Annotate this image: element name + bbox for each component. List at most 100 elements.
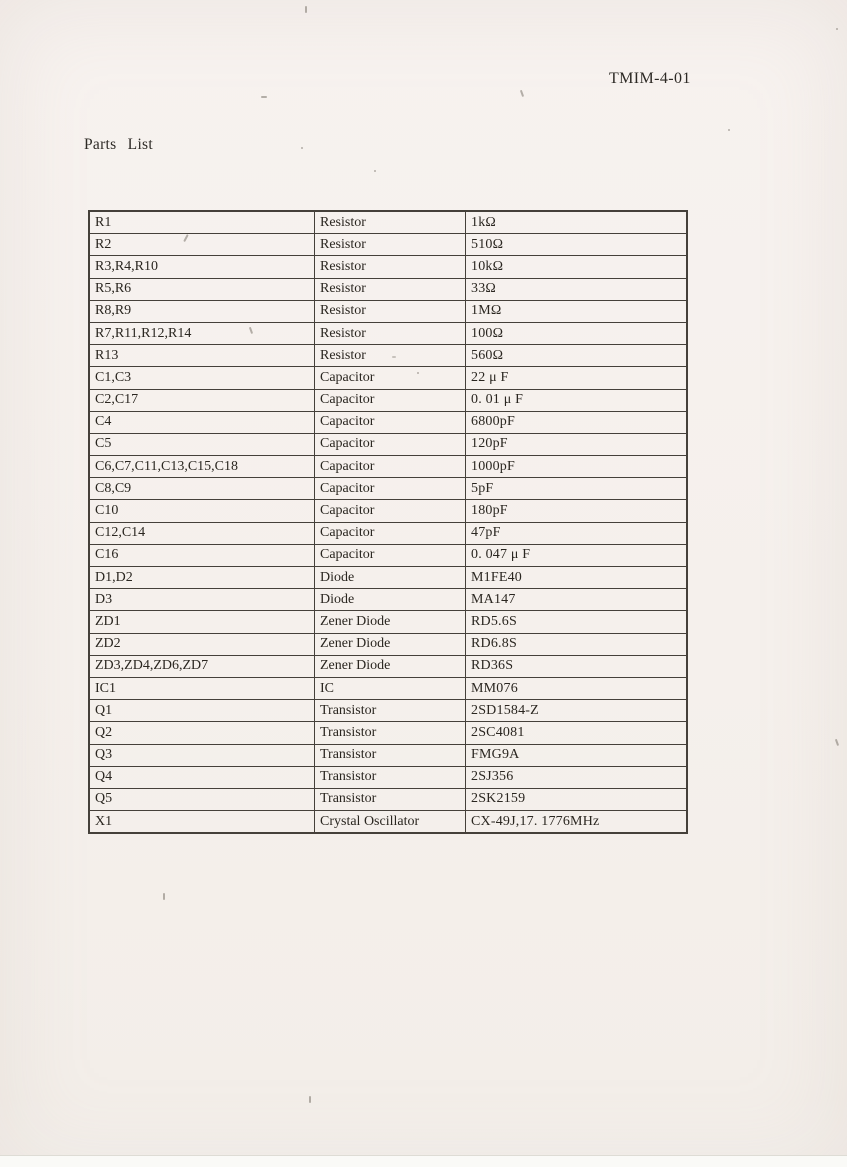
part-ref: R13 xyxy=(88,344,315,368)
part-ref: Q3 xyxy=(88,743,315,767)
part-ref: R1 xyxy=(88,210,315,235)
part-value: RD5.6S xyxy=(465,610,688,634)
part-type: Transistor xyxy=(314,699,466,723)
table-row: R8,R9 Resistor 1MΩ xyxy=(88,299,688,323)
part-type: Capacitor xyxy=(314,410,466,434)
scan-speck xyxy=(261,96,267,98)
part-ref: C6,C7,C11,C13,C15,C18 xyxy=(88,455,315,479)
table-row: R1 Resistor 1kΩ xyxy=(88,210,688,235)
scan-speck xyxy=(392,356,396,358)
part-value: RD36S xyxy=(465,654,688,678)
part-type: Capacitor xyxy=(314,455,466,479)
part-type: Diode xyxy=(314,565,466,590)
part-type: Crystal Oscillator xyxy=(314,810,466,834)
part-value: 47pF xyxy=(465,521,688,545)
part-ref: ZD3,ZD4,ZD6,ZD7 xyxy=(88,654,315,678)
scan-speck xyxy=(163,893,165,900)
part-value: 10kΩ xyxy=(465,255,688,279)
part-type: Transistor xyxy=(314,721,466,745)
table-row: Q1 Transistor 2SD1584-Z xyxy=(88,699,688,723)
part-value: MM076 xyxy=(465,676,688,701)
part-type: Capacitor xyxy=(314,388,466,412)
scan-speck xyxy=(728,129,730,131)
scan-speck xyxy=(836,28,838,30)
parts-list-table: R1 Resistor 1kΩ R2 Resistor 510Ω R3,R4,R… xyxy=(88,210,688,835)
part-type: Capacitor xyxy=(314,521,466,545)
part-ref: C2,C17 xyxy=(88,388,315,412)
part-ref: R8,R9 xyxy=(88,299,315,323)
part-value: 1MΩ xyxy=(465,299,688,323)
part-ref: R2 xyxy=(88,233,315,257)
part-value: 22 μ F xyxy=(465,366,688,390)
part-ref: Q4 xyxy=(88,765,315,789)
table-row: C1,C3 Capacitor 22 μ F xyxy=(88,366,688,390)
part-ref: ZD1 xyxy=(88,610,315,634)
part-ref: C16 xyxy=(88,543,315,568)
table-row: ZD2 Zener Diode RD6.8S xyxy=(88,632,688,656)
part-value: 120pF xyxy=(465,432,688,457)
part-type: Transistor xyxy=(314,787,466,812)
part-value: 6800pF xyxy=(465,410,688,434)
part-type: Resistor xyxy=(314,233,466,257)
table-row: Q2 Transistor 2SC4081 xyxy=(88,721,688,745)
part-type: Resistor xyxy=(314,277,466,301)
part-value: 180pF xyxy=(465,499,688,523)
table-row: R3,R4,R10 Resistor 10kΩ xyxy=(88,255,688,279)
part-ref: C12,C14 xyxy=(88,521,315,545)
part-ref: X1 xyxy=(88,810,315,834)
part-type: Resistor xyxy=(314,344,466,368)
part-type: Capacitor xyxy=(314,432,466,457)
part-ref: D3 xyxy=(88,588,315,612)
part-type: Diode xyxy=(314,588,466,612)
part-ref: R7,R11,R12,R14 xyxy=(88,321,315,346)
table-row: R7,R11,R12,R14 Resistor 100Ω xyxy=(88,321,688,346)
part-ref: Q1 xyxy=(88,699,315,723)
part-value: 510Ω xyxy=(465,233,688,257)
scan-speck xyxy=(305,6,307,13)
table-row: R13 Resistor 560Ω xyxy=(88,344,688,368)
table-row: D1,D2 Diode M1FE40 xyxy=(88,565,688,590)
table-row: D3 Diode MA147 xyxy=(88,588,688,612)
part-value: 2SC4081 xyxy=(465,721,688,745)
part-type: Resistor xyxy=(314,321,466,346)
part-type: Transistor xyxy=(314,743,466,767)
part-value: 2SJ356 xyxy=(465,765,688,789)
table-row: Q4 Transistor 2SJ356 xyxy=(88,765,688,789)
part-ref: R5,R6 xyxy=(88,277,315,301)
part-ref: R3,R4,R10 xyxy=(88,255,315,279)
part-value: 100Ω xyxy=(465,321,688,346)
part-value: 33Ω xyxy=(465,277,688,301)
table-row: Q5 Transistor 2SK2159 xyxy=(88,787,688,812)
part-type: Zener Diode xyxy=(314,610,466,634)
part-ref: IC1 xyxy=(88,676,315,701)
part-value: 560Ω xyxy=(465,344,688,368)
scan-speck xyxy=(834,738,839,747)
table-row: R5,R6 Resistor 33Ω xyxy=(88,277,688,301)
table-row: IC1 IC MM076 xyxy=(88,676,688,701)
part-ref: ZD2 xyxy=(88,632,315,656)
part-type: Resistor xyxy=(314,210,466,235)
part-value: RD6.8S xyxy=(465,632,688,656)
page-title: Parts List xyxy=(84,136,153,153)
table-row: C5 Capacitor 120pF xyxy=(88,432,688,457)
part-ref: C5 xyxy=(88,432,315,457)
part-type: Resistor xyxy=(314,255,466,279)
part-value: 1000pF xyxy=(465,455,688,479)
part-type: Zener Diode xyxy=(314,632,466,656)
part-value: 2SD1584-Z xyxy=(465,699,688,723)
part-value: M1FE40 xyxy=(465,565,688,590)
table-row: C6,C7,C11,C13,C15,C18 Capacitor 1000pF xyxy=(88,455,688,479)
part-value: 5pF xyxy=(465,477,688,501)
table-row: ZD3,ZD4,ZD6,ZD7 Zener Diode RD36S xyxy=(88,654,688,678)
part-value: 2SK2159 xyxy=(465,787,688,812)
part-ref: C8,C9 xyxy=(88,477,315,501)
part-ref: C1,C3 xyxy=(88,366,315,390)
table-row: C8,C9 Capacitor 5pF xyxy=(88,477,688,501)
part-type: IC xyxy=(314,676,466,701)
table-row: X1 Crystal Oscillator CX-49J,17. 1776MHz xyxy=(88,810,688,834)
table-row: C2,C17 Capacitor 0. 01 μ F xyxy=(88,388,688,412)
part-value: CX-49J,17. 1776MHz xyxy=(465,810,688,834)
scan-speck xyxy=(301,147,303,149)
scanner-bed-edge xyxy=(0,1155,847,1167)
